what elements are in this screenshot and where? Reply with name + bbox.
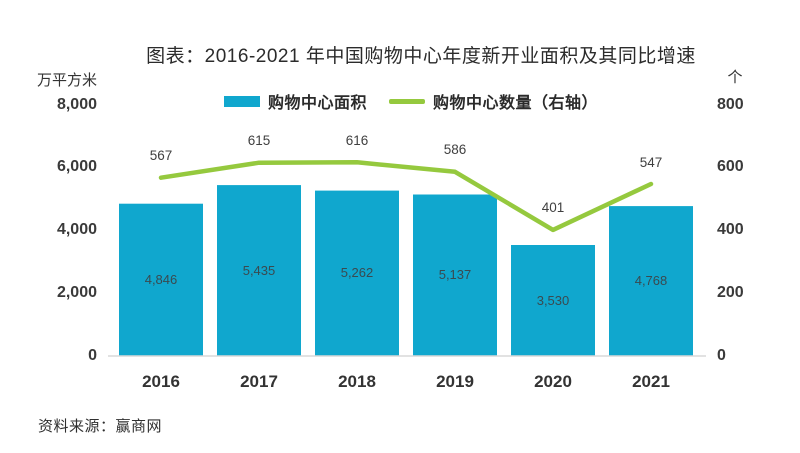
bar-2020	[511, 245, 595, 356]
bar-2019	[413, 194, 497, 356]
legend: 购物中心面积 购物中心数量（右轴）	[224, 91, 599, 112]
right-axis-unit: 个	[727, 69, 743, 86]
count-line	[158, 160, 654, 233]
bar-2017	[217, 185, 301, 356]
left-axis-unit: 万平方米	[36, 72, 97, 89]
bar-2021	[609, 206, 693, 356]
legend-label-area: 购物中心面积	[268, 95, 368, 112]
legend-bar-swatch	[224, 95, 260, 107]
bar-2016	[119, 203, 203, 356]
bar-2018	[315, 190, 399, 356]
legend-line-swatch	[389, 98, 426, 104]
legend-label-count: 购物中心数量（右轴）	[433, 95, 599, 112]
source-note: 资料来源：赢商网	[38, 418, 163, 435]
chart-title: 图表：2016-2021 年中国购物中心年度新开业面积及其同比增速	[146, 46, 696, 67]
